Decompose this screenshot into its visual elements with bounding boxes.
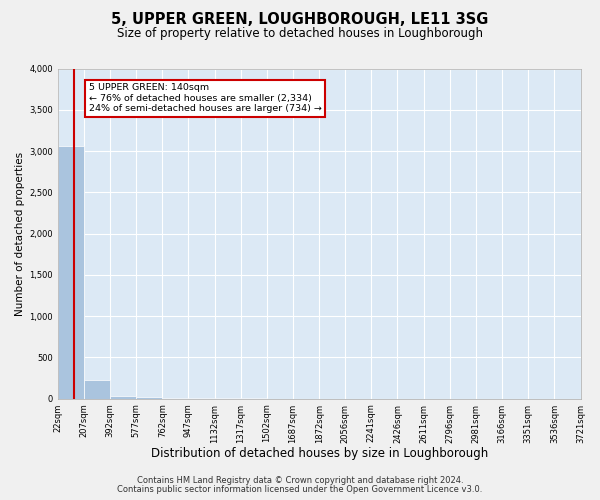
Bar — [58, 146, 84, 399]
Text: 5, UPPER GREEN, LOUGHBOROUGH, LE11 3SG: 5, UPPER GREEN, LOUGHBOROUGH, LE11 3SG — [112, 12, 488, 28]
Text: Size of property relative to detached houses in Loughborough: Size of property relative to detached ho… — [117, 28, 483, 40]
Bar — [84, 380, 110, 398]
X-axis label: Distribution of detached houses by size in Loughborough: Distribution of detached houses by size … — [151, 447, 488, 460]
Text: Contains HM Land Registry data © Crown copyright and database right 2024.: Contains HM Land Registry data © Crown c… — [137, 476, 463, 485]
Y-axis label: Number of detached properties: Number of detached properties — [15, 152, 25, 316]
Text: 5 UPPER GREEN: 140sqm
← 76% of detached houses are smaller (2,334)
24% of semi-d: 5 UPPER GREEN: 140sqm ← 76% of detached … — [89, 84, 322, 113]
Text: Contains public sector information licensed under the Open Government Licence v3: Contains public sector information licen… — [118, 485, 482, 494]
Bar — [110, 396, 136, 398]
